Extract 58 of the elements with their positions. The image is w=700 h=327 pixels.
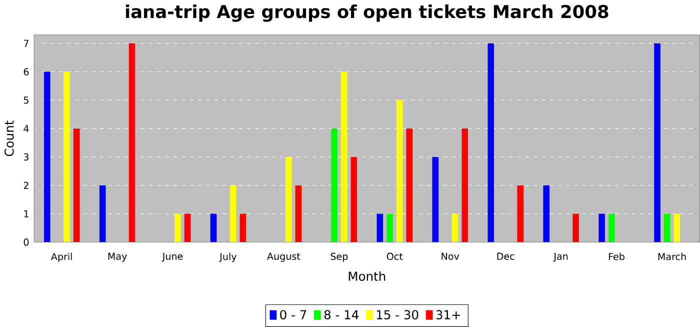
x-axis-title: Month [348, 271, 386, 281]
x-tick-label: Jan [553, 252, 568, 262]
x-tick-label: Sep [330, 252, 348, 262]
bar [664, 214, 670, 242]
legend-label: 31+ [436, 310, 460, 320]
bar [64, 72, 70, 242]
x-tick-label: April [50, 252, 72, 262]
y-tick-label: 0 [24, 238, 29, 246]
chart-title: iana-trip Age groups of open tickets March 2008 [126, 4, 608, 22]
x-tick-label: Oct [386, 252, 403, 260]
bar [73, 128, 80, 242]
bar [210, 214, 217, 242]
bar [331, 128, 338, 242]
bar [128, 43, 136, 242]
bar [608, 214, 615, 242]
legend-label: 15 - 30 [376, 310, 418, 320]
bar [572, 214, 579, 242]
bar [184, 214, 191, 242]
bar [174, 214, 181, 242]
x-tick-label: May [108, 252, 127, 262]
bar [598, 214, 605, 242]
bar [488, 43, 494, 242]
y-tick-label: 4 [24, 125, 29, 132]
bar [674, 214, 680, 242]
x-tick-label: March [658, 252, 686, 260]
x-tick-label: June [162, 252, 183, 262]
legend-label: 0 - 7 [280, 310, 306, 320]
bar [240, 214, 246, 242]
bar [452, 214, 458, 242]
x-tick-label: July [219, 252, 237, 262]
y-tick-label: 3 [24, 153, 28, 161]
bar [230, 185, 236, 242]
x-tick-label: August [267, 252, 300, 262]
bar [44, 72, 50, 242]
bar [350, 156, 358, 242]
bar [517, 185, 524, 242]
x-tick-label: Nov [442, 252, 460, 260]
y-tick-label: 2 [24, 182, 28, 189]
bar [340, 72, 348, 242]
bar [462, 128, 468, 242]
bar [376, 214, 384, 242]
y-axis-title: Count [4, 120, 14, 156]
bar [406, 128, 413, 242]
bar [432, 156, 439, 242]
bar [285, 156, 292, 242]
x-tick-label: Dec [497, 252, 514, 260]
bar [99, 185, 106, 242]
x-tick-label: Feb [609, 252, 624, 260]
bar [396, 100, 403, 242]
y-tick-label: 5 [24, 96, 28, 104]
bar [654, 43, 660, 242]
y-tick-label: 1 [24, 210, 28, 218]
legend-label: 8 - 14 [324, 310, 358, 320]
bar [295, 185, 302, 242]
y-tick-label: 6 [24, 68, 29, 76]
bar [386, 214, 393, 242]
y-tick-label: 7 [24, 40, 28, 47]
bar [543, 185, 550, 242]
